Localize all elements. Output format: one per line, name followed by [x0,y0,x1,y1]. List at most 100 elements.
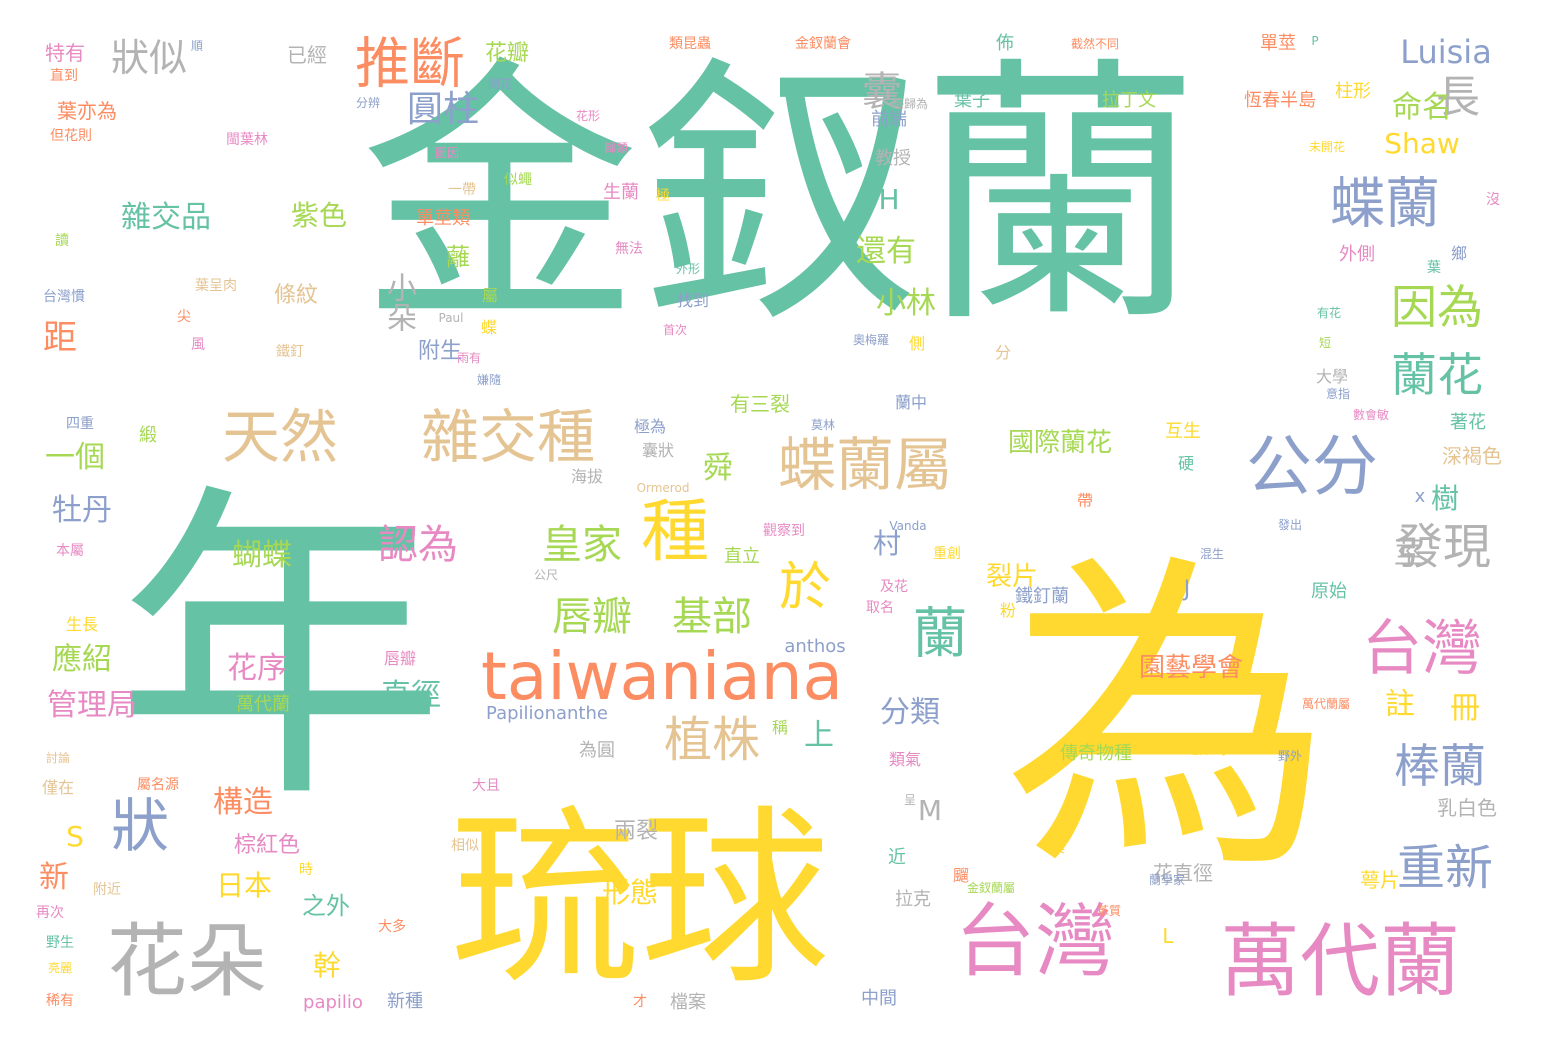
cloud-word: 距 [43,318,77,358]
cloud-word: 大且 [472,778,500,794]
cloud-word: 小朵 [381,272,416,332]
cloud-word: 種 [640,493,710,572]
cloud-word: 嫌隨 [476,373,502,387]
cloud-word: 僅在 [41,778,75,797]
cloud-word: 分辨 [355,96,381,110]
cloud-word: 發出 [1277,518,1303,532]
cloud-word: 認為 [378,522,458,568]
cloud-word: 園藝學會 [1138,653,1244,683]
cloud-word: 牡丹 [52,493,112,528]
cloud-word: 新種 [387,991,423,1012]
cloud-word: 讀 [55,233,69,249]
cloud-word: 蘺 [446,243,470,271]
cloud-word: 上 [804,718,834,753]
cloud-word: 時 [299,862,313,878]
cloud-word: 極為 [633,417,667,436]
cloud-word: 分類 [880,695,940,730]
cloud-word: 硬 [1177,454,1195,473]
cloud-word: 溪 [1048,837,1066,856]
cloud-word: 及花 [880,579,908,595]
cloud-word: 稀有 [46,993,74,1009]
cloud-word: 唇瓣 [552,594,632,640]
cloud-word: 長 [1436,72,1480,123]
cloud-word: 傳奇物種 [1060,743,1132,764]
cloud-word: 再次 [36,905,64,921]
cloud-word: 呈 [903,793,917,807]
cloud-word: 花朵 [107,915,267,1008]
cloud-word: 圓柱 [406,89,480,130]
cloud-word: 於 [778,558,832,618]
cloud-word: 重新 [1396,840,1494,896]
cloud-word: L [1162,924,1174,948]
cloud-word: 屬 [481,286,499,305]
cloud-word: 國際蘭花 [1007,428,1113,458]
cloud-word: 意指 [1325,387,1351,401]
cloud-word: 佈 [996,33,1014,54]
cloud-word: 花直徑 [1153,861,1213,885]
cloud-word: 似蠅 [504,172,532,188]
cloud-word: x [1414,486,1426,507]
cloud-word: 外側 [1339,244,1375,265]
cloud-word: 註 [1385,687,1415,722]
cloud-word: 金釵蘭會 [795,36,851,52]
cloud-word: 極 [656,188,670,204]
cloud-word: 緞 [139,425,157,446]
cloud-word: 莫林 [810,418,836,432]
cloud-word: 附生 [417,339,463,364]
cloud-word: M [917,794,943,827]
cloud-word: 未開花 [1308,140,1346,154]
cloud-word: 台灣 [955,895,1115,988]
cloud-word: 柱形 [1335,81,1371,102]
cloud-word: 應紹 [52,642,112,677]
cloud-word: 公尺 [533,568,559,582]
cloud-word: 構造 [213,785,273,820]
cloud-word: 革質 [1096,904,1122,918]
cloud-word: 單莖類 [416,208,470,229]
cloud-word: 混生 [1199,547,1225,561]
cloud-word: taiwaniana [481,638,843,715]
cloud-word: 年 [115,458,445,842]
cloud-word: 命名 [1392,90,1452,125]
cloud-word: 有花 [1316,306,1342,320]
cloud-word: 感歸為 [891,97,929,111]
cloud-word: 公分 [1246,428,1378,505]
cloud-word: S [66,820,84,853]
cloud-word: 檔案 [670,992,706,1013]
cloud-word: 單莖 [1260,33,1296,54]
cloud-word: 蝶蘭屬 [777,431,953,499]
cloud-word: 為 [1003,528,1333,912]
cloud-word: 舜 [703,451,733,486]
cloud-word: 管理局 [47,688,137,723]
cloud-word: 開花 [487,77,513,91]
cloud-word: P [1311,34,1319,48]
cloud-word: 找到 [676,291,710,310]
cloud-word: 生長 [65,615,99,634]
cloud-word: 生蘭 [603,182,639,203]
cloud-word: 直徑 [381,678,441,713]
cloud-word: 帶 [1076,491,1094,510]
cloud-word: 兩裂 [613,819,659,844]
cloud-word: 條紋 [273,283,319,308]
cloud-word: Paul [438,311,464,325]
cloud-word: 有三裂 [730,392,790,416]
cloud-word: 本屬 [56,543,84,559]
cloud-word: 亮麗 [47,961,73,975]
cloud-word: H [878,183,900,216]
cloud-word: 萼片 [1360,868,1400,892]
cloud-word: 蝶蘭 [1329,171,1441,236]
cloud-word: 蘭中 [894,393,928,412]
cloud-word: 蝶 [480,318,498,337]
cloud-word: 日本 [215,869,273,902]
cloud-word: 萬代蘭 [236,694,290,715]
cloud-word: 教授 [875,148,911,169]
cloud-word: 村 [872,527,902,560]
cloud-word: 萬代蘭 [1220,915,1460,1008]
cloud-word: 觀察到 [763,523,805,539]
cloud-word: 相似 [451,838,479,854]
cloud-word: 數會敏 [1352,408,1390,422]
cloud-word: 拉克 [895,889,931,910]
cloud-word: 屬名源 [137,777,179,793]
cloud-word: Luisia [1400,33,1492,71]
cloud-word: 中間 [861,988,897,1009]
cloud-word: 近 [888,847,906,868]
